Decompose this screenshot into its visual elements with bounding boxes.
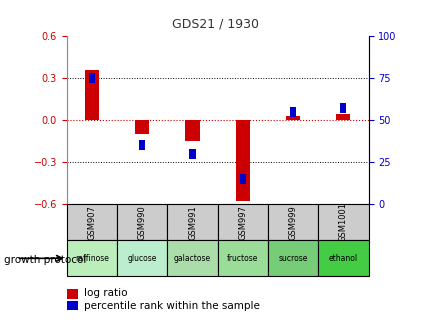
Bar: [340, 103, 346, 113]
Bar: [235, 120, 249, 201]
Bar: [317, 204, 368, 240]
Bar: [289, 107, 295, 117]
Text: GSM999: GSM999: [288, 205, 297, 240]
Text: GSM990: GSM990: [138, 205, 146, 240]
Text: GSM1001: GSM1001: [338, 202, 347, 242]
Text: GDS21 / 1930: GDS21 / 1930: [172, 18, 258, 31]
Text: galactose: galactose: [174, 254, 211, 263]
Text: ethanol: ethanol: [328, 254, 357, 263]
Bar: [267, 240, 317, 276]
Bar: [217, 240, 267, 276]
Bar: [167, 204, 217, 240]
Bar: [117, 204, 167, 240]
Bar: [67, 204, 117, 240]
Text: growth protocol: growth protocol: [4, 255, 86, 265]
Text: percentile rank within the sample: percentile rank within the sample: [84, 301, 259, 311]
Text: sucrose: sucrose: [278, 254, 307, 263]
Bar: [139, 140, 145, 150]
Text: glucose: glucose: [127, 254, 157, 263]
Bar: [239, 174, 245, 184]
Bar: [189, 149, 195, 159]
Bar: [117, 240, 167, 276]
Bar: [89, 73, 95, 83]
Text: GSM991: GSM991: [187, 205, 197, 240]
Bar: [335, 114, 350, 120]
Text: raffinose: raffinose: [75, 254, 109, 263]
Text: GSM997: GSM997: [238, 205, 247, 240]
Bar: [167, 240, 217, 276]
Bar: [317, 240, 368, 276]
Text: log ratio: log ratio: [84, 288, 127, 298]
Text: GSM907: GSM907: [87, 205, 96, 240]
Bar: [85, 70, 99, 120]
Bar: [67, 289, 77, 299]
Bar: [217, 204, 267, 240]
Bar: [286, 116, 299, 120]
Bar: [135, 120, 149, 133]
Bar: [267, 204, 317, 240]
Bar: [185, 120, 199, 141]
Text: fructose: fructose: [227, 254, 258, 263]
Bar: [67, 301, 77, 310]
Bar: [67, 240, 117, 276]
